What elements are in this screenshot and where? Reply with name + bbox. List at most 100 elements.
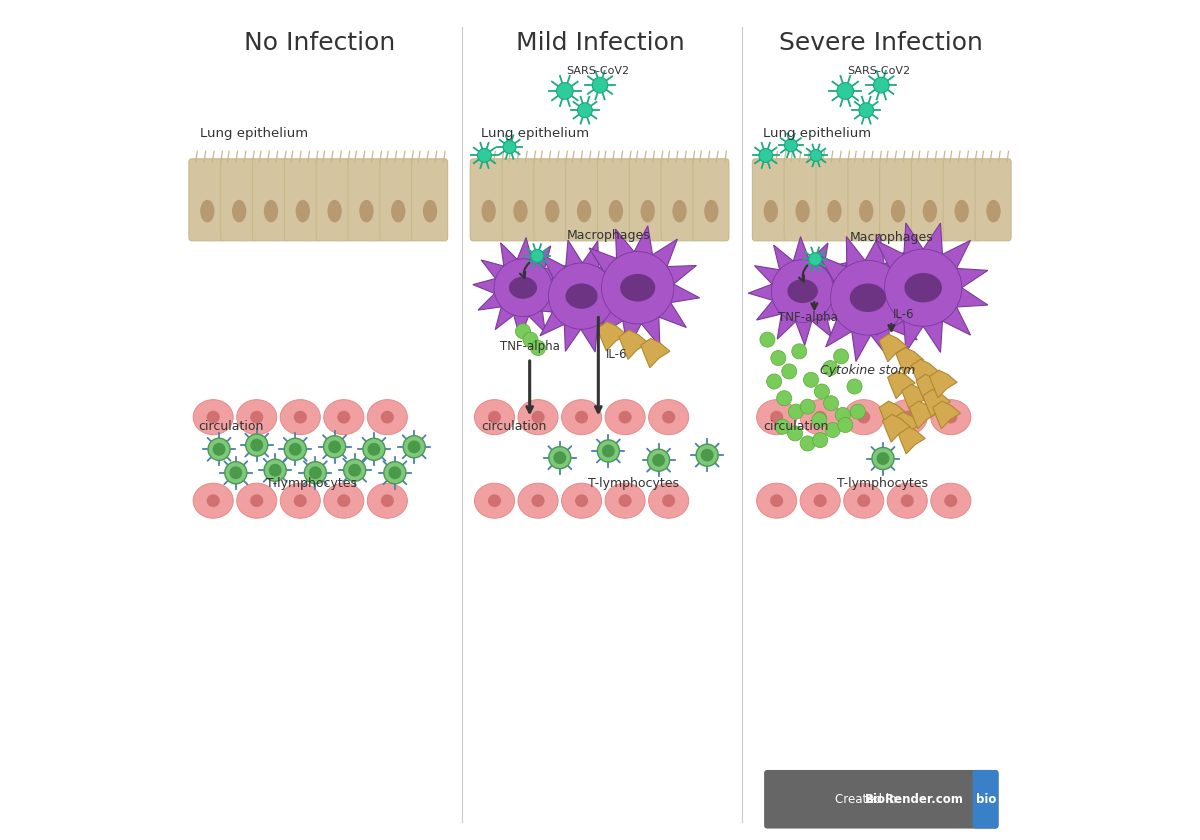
Ellipse shape [488, 411, 502, 423]
Circle shape [308, 466, 322, 479]
FancyBboxPatch shape [534, 159, 570, 241]
Circle shape [602, 444, 614, 458]
Ellipse shape [281, 400, 320, 434]
Circle shape [408, 440, 420, 454]
Ellipse shape [800, 483, 840, 518]
Ellipse shape [844, 483, 883, 518]
Text: BioRender.com: BioRender.com [865, 793, 965, 806]
FancyBboxPatch shape [284, 159, 320, 241]
Text: SARS-CoV2: SARS-CoV2 [847, 66, 910, 76]
Text: Mild Infection: Mild Infection [516, 31, 684, 55]
FancyBboxPatch shape [752, 159, 788, 241]
Circle shape [553, 451, 566, 465]
Circle shape [548, 263, 614, 329]
Text: Lung epithelium: Lung epithelium [200, 127, 308, 140]
Polygon shape [888, 371, 916, 399]
Circle shape [530, 340, 546, 355]
Text: circulation: circulation [198, 420, 264, 433]
Circle shape [208, 438, 230, 460]
Circle shape [876, 452, 889, 465]
Text: T-lymphocytes: T-lymphocytes [265, 477, 356, 490]
Circle shape [838, 82, 853, 99]
Circle shape [792, 344, 806, 359]
Circle shape [324, 436, 346, 458]
Text: No Infection: No Infection [244, 31, 395, 55]
Circle shape [838, 417, 853, 433]
Ellipse shape [618, 411, 631, 423]
Ellipse shape [367, 400, 407, 434]
Ellipse shape [931, 400, 971, 434]
Polygon shape [880, 402, 907, 428]
Ellipse shape [251, 411, 263, 423]
Polygon shape [641, 339, 670, 368]
Polygon shape [880, 334, 907, 362]
Ellipse shape [796, 200, 810, 223]
Circle shape [696, 444, 719, 466]
FancyBboxPatch shape [348, 159, 384, 241]
Circle shape [229, 466, 242, 479]
Text: bio: bio [976, 793, 996, 806]
Circle shape [847, 379, 862, 394]
Ellipse shape [337, 411, 350, 423]
FancyBboxPatch shape [502, 159, 538, 241]
Ellipse shape [890, 200, 905, 223]
Circle shape [389, 466, 401, 479]
Polygon shape [526, 240, 637, 352]
Text: Lung epithelium: Lung epithelium [763, 127, 871, 140]
Ellipse shape [901, 495, 913, 507]
Ellipse shape [770, 411, 784, 423]
Polygon shape [619, 330, 648, 360]
Polygon shape [902, 385, 930, 412]
Ellipse shape [844, 400, 883, 434]
FancyBboxPatch shape [848, 159, 884, 241]
Ellipse shape [662, 495, 676, 507]
Polygon shape [473, 238, 574, 338]
Circle shape [770, 350, 786, 365]
Ellipse shape [641, 200, 655, 223]
Circle shape [548, 447, 571, 469]
FancyBboxPatch shape [252, 159, 288, 241]
Circle shape [787, 426, 803, 441]
Circle shape [403, 436, 425, 458]
Circle shape [834, 349, 848, 364]
Ellipse shape [931, 483, 971, 518]
Ellipse shape [787, 279, 818, 303]
Ellipse shape [859, 200, 874, 223]
Circle shape [328, 440, 341, 454]
FancyBboxPatch shape [692, 159, 728, 241]
Text: Macrophages: Macrophages [850, 231, 934, 244]
Ellipse shape [757, 400, 797, 434]
Circle shape [823, 360, 838, 375]
Ellipse shape [827, 200, 841, 223]
Circle shape [494, 259, 552, 317]
Ellipse shape [518, 483, 558, 518]
Ellipse shape [562, 483, 601, 518]
Ellipse shape [944, 411, 958, 423]
Circle shape [348, 464, 361, 476]
Circle shape [809, 253, 822, 265]
Ellipse shape [232, 200, 246, 223]
Text: T-lymphocytes: T-lymphocytes [838, 477, 929, 490]
Ellipse shape [294, 495, 307, 507]
Ellipse shape [905, 273, 942, 302]
Text: TNF-alpha: TNF-alpha [499, 339, 559, 353]
Ellipse shape [605, 483, 646, 518]
FancyBboxPatch shape [943, 159, 979, 241]
Ellipse shape [954, 200, 968, 223]
Circle shape [557, 82, 574, 99]
Ellipse shape [281, 483, 320, 518]
Circle shape [810, 150, 822, 161]
Circle shape [598, 440, 619, 462]
FancyBboxPatch shape [764, 770, 998, 828]
Circle shape [800, 436, 815, 451]
Ellipse shape [294, 411, 307, 423]
Polygon shape [804, 234, 931, 361]
FancyBboxPatch shape [412, 159, 448, 241]
Circle shape [523, 332, 538, 347]
Text: IL-6: IL-6 [606, 348, 628, 361]
Ellipse shape [193, 483, 233, 518]
Ellipse shape [359, 200, 373, 223]
Ellipse shape [887, 483, 928, 518]
Text: IL-6: IL-6 [893, 307, 914, 321]
Ellipse shape [672, 200, 686, 223]
